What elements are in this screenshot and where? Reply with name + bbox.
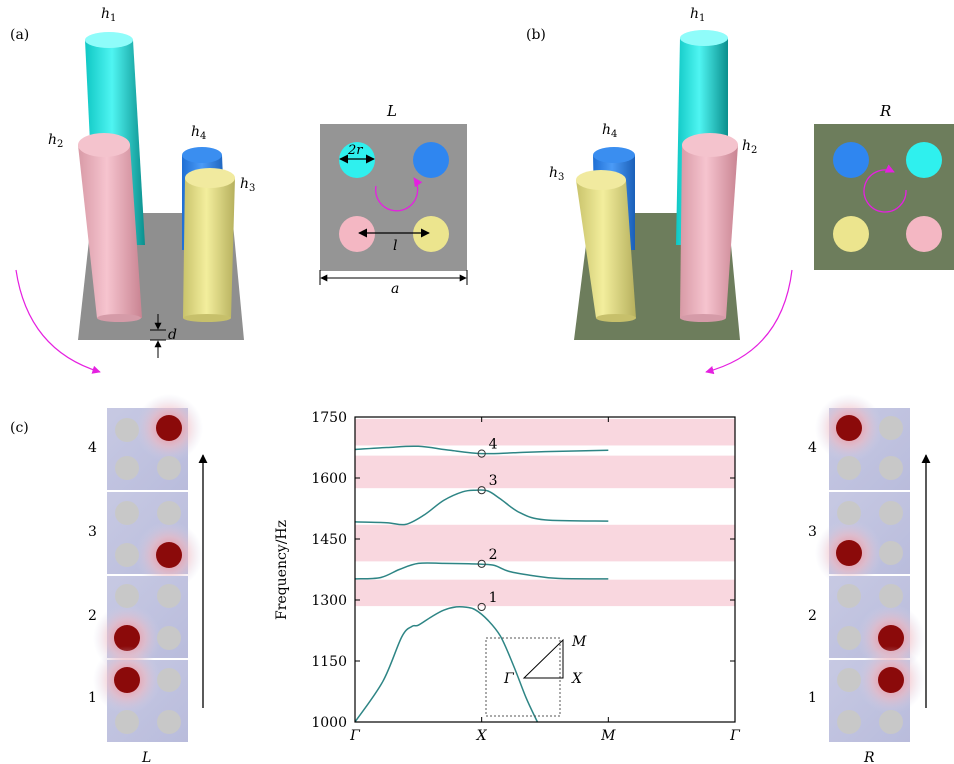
band-curve-3 <box>354 489 609 526</box>
band-marker-2 <box>477 559 486 568</box>
cylinder-yellow-top-left <box>413 216 449 252</box>
top-view-left: L 2r l a <box>319 102 468 297</box>
cylinder-blue-top-left <box>413 142 449 178</box>
field-tile-left-4 <box>107 394 203 490</box>
brillouin-zone-inset: Γ X M <box>485 634 587 717</box>
pillar-pink-h2-right <box>680 133 738 322</box>
top-view-right-title: R <box>879 102 891 120</box>
pillar-array-left <box>78 32 244 358</box>
radius-label: 2r <box>347 143 363 158</box>
pillar-yellow-h3-left <box>183 168 235 322</box>
band-marker-label-3: 3 <box>489 473 498 489</box>
mode-number-right-2: 2 <box>808 608 817 624</box>
x-tick-label-0: Γ <box>349 728 361 744</box>
cylinder-pink-top-left <box>339 216 375 252</box>
mode-number-left-4: 4 <box>88 440 97 456</box>
label-h1-left: h1 <box>101 6 116 24</box>
x-tick-label-3: Γ <box>729 728 741 744</box>
band-curves <box>354 445 609 723</box>
y-tick-label-1150: 1150 <box>311 654 347 670</box>
band-marker-label-4: 4 <box>489 437 498 453</box>
mode-number-right-1: 1 <box>808 690 817 706</box>
x-tick-label-2: M <box>600 728 616 744</box>
label-h3-left: h3 <box>240 176 255 194</box>
field-strip-left <box>93 394 203 742</box>
label-h3-right: h3 <box>549 165 564 183</box>
mode-number-left-3: 3 <box>88 524 97 540</box>
y-tick-label-1450: 1450 <box>311 532 347 548</box>
strip-caption-left: L <box>141 750 151 764</box>
mode-number-right-4: 4 <box>808 440 817 456</box>
y-axis-ticks: 1000 1150 1300 1450 1600 1750 <box>311 410 735 731</box>
band-marker-label-1: 1 <box>489 590 498 606</box>
panel-label-b: (b) <box>526 27 546 43</box>
cylinder-cyan-top-right <box>906 142 942 178</box>
mode-number-right-3: 3 <box>808 524 817 540</box>
y-tick-label-1300: 1300 <box>311 593 347 609</box>
panel-label-a: (a) <box>10 27 29 43</box>
inset-vertex-m: M <box>571 634 587 650</box>
field-tile-right-1 <box>829 646 925 742</box>
x-tick-label-1: X <box>476 728 488 744</box>
band-structure-chart: 1 2 3 4 1000 1150 1300 1450 1600 1750 Γ X M Γ Frequ… <box>274 410 741 744</box>
label-h4-right: h4 <box>602 122 617 140</box>
mode-number-left-1: 1 <box>88 690 97 706</box>
rotation-arrow-left <box>15 269 101 374</box>
field-strip-right <box>815 394 925 742</box>
band-gap-4 <box>355 419 735 446</box>
band-gap-3 <box>355 455 735 489</box>
top-view-right: R <box>814 102 954 270</box>
pillar-pink-h2-left <box>78 133 142 322</box>
inset-vertex-gamma: Γ <box>503 671 515 687</box>
pillar-array-right <box>574 30 740 340</box>
lattice-label: a <box>391 281 399 297</box>
label-h1-right: h1 <box>690 6 705 24</box>
inset-frame <box>485 637 561 717</box>
cylinder-pink-top-right <box>906 216 942 252</box>
field-tile-left-1 <box>93 646 188 742</box>
band-gap-1 <box>355 579 735 607</box>
label-h2-left: h2 <box>48 132 63 150</box>
plot-frame <box>354 416 736 723</box>
strip-caption-right: R <box>863 750 875 764</box>
band-curve-2 <box>354 562 609 580</box>
label-h2-right: h2 <box>742 138 757 156</box>
thickness-indicator <box>150 314 166 358</box>
inset-vertex-x: X <box>571 671 583 687</box>
pillar-yellow-h3-right <box>576 170 636 322</box>
field-tile-right-3 <box>815 492 910 587</box>
label-d: d <box>168 327 177 343</box>
y-tick-label-1750: 1750 <box>311 410 347 426</box>
label-h4-left: h4 <box>191 124 206 142</box>
y-tick-label-1000: 1000 <box>311 715 347 731</box>
y-axis-label: Frequency/Hz <box>274 520 290 620</box>
band-markers: 1 2 3 4 <box>477 437 498 612</box>
rotation-arrow-right <box>705 269 793 375</box>
spacing-label: l <box>393 238 397 254</box>
field-tile-right-4 <box>815 394 910 490</box>
field-tile-left-3 <box>107 492 203 589</box>
band-gap-2 <box>355 524 735 562</box>
band-marker-1 <box>477 602 486 612</box>
irreducible-zone-triangle <box>522 638 564 679</box>
band-gaps <box>355 419 735 607</box>
cylinder-blue-top-right <box>833 142 869 178</box>
cylinder-yellow-top-right <box>833 216 869 252</box>
x-axis-ticks: Γ X M Γ <box>349 417 741 744</box>
band-curve-1 <box>354 605 539 723</box>
mode-number-left-2: 2 <box>88 608 97 624</box>
band-marker-label-2: 2 <box>489 547 498 563</box>
top-view-left-title: L <box>386 102 397 120</box>
y-tick-label-1600: 1600 <box>311 471 347 487</box>
rotation-arrow-cell-right <box>863 164 907 213</box>
band-marker-4 <box>477 449 486 458</box>
band-curve-4 <box>354 445 609 455</box>
panel-label-c: (c) <box>10 420 29 436</box>
rotation-arrow-cell-left <box>375 177 423 212</box>
band-marker-3 <box>477 486 486 495</box>
